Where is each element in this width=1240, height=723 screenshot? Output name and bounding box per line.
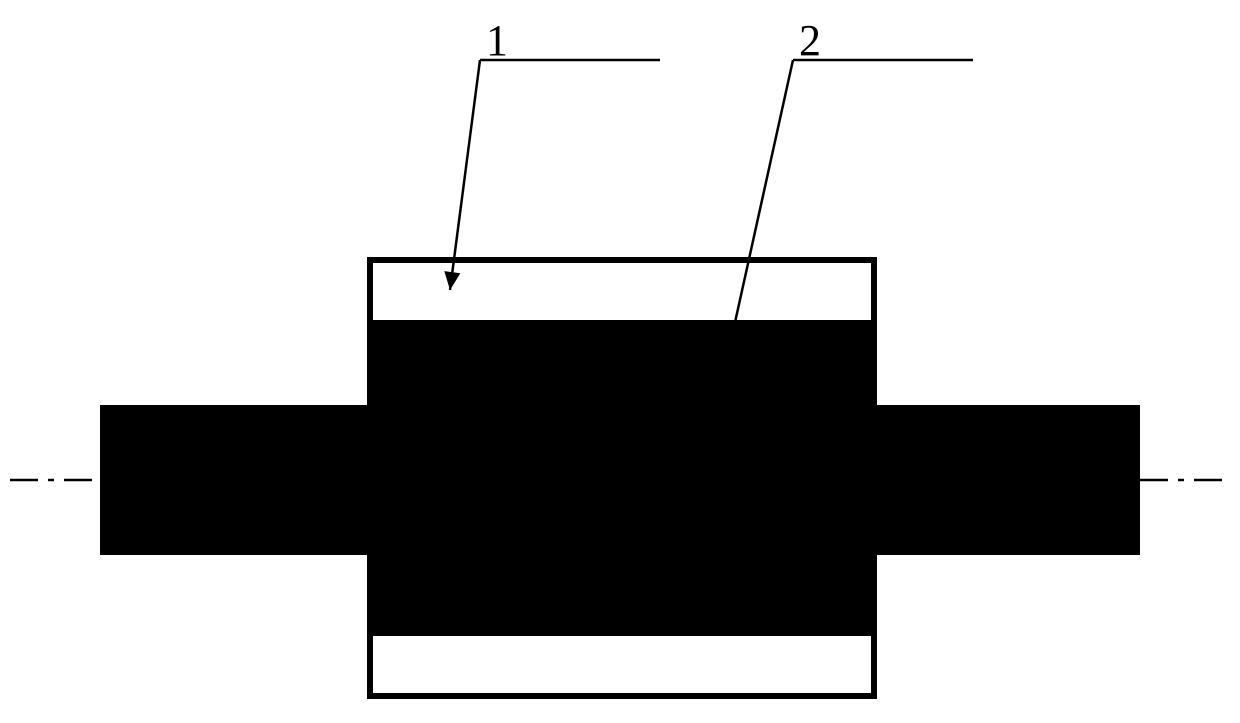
leader-1-d bbox=[450, 60, 480, 290]
label-2: 2 bbox=[799, 16, 821, 65]
shaft-core bbox=[370, 320, 874, 636]
label-1: 1 bbox=[486, 16, 508, 65]
diagram-svg: 12 bbox=[0, 0, 1240, 718]
shaft-left-end bbox=[100, 405, 370, 555]
shaft-right-end bbox=[874, 405, 1140, 555]
diagram-stage: 12 bbox=[0, 0, 1240, 718]
